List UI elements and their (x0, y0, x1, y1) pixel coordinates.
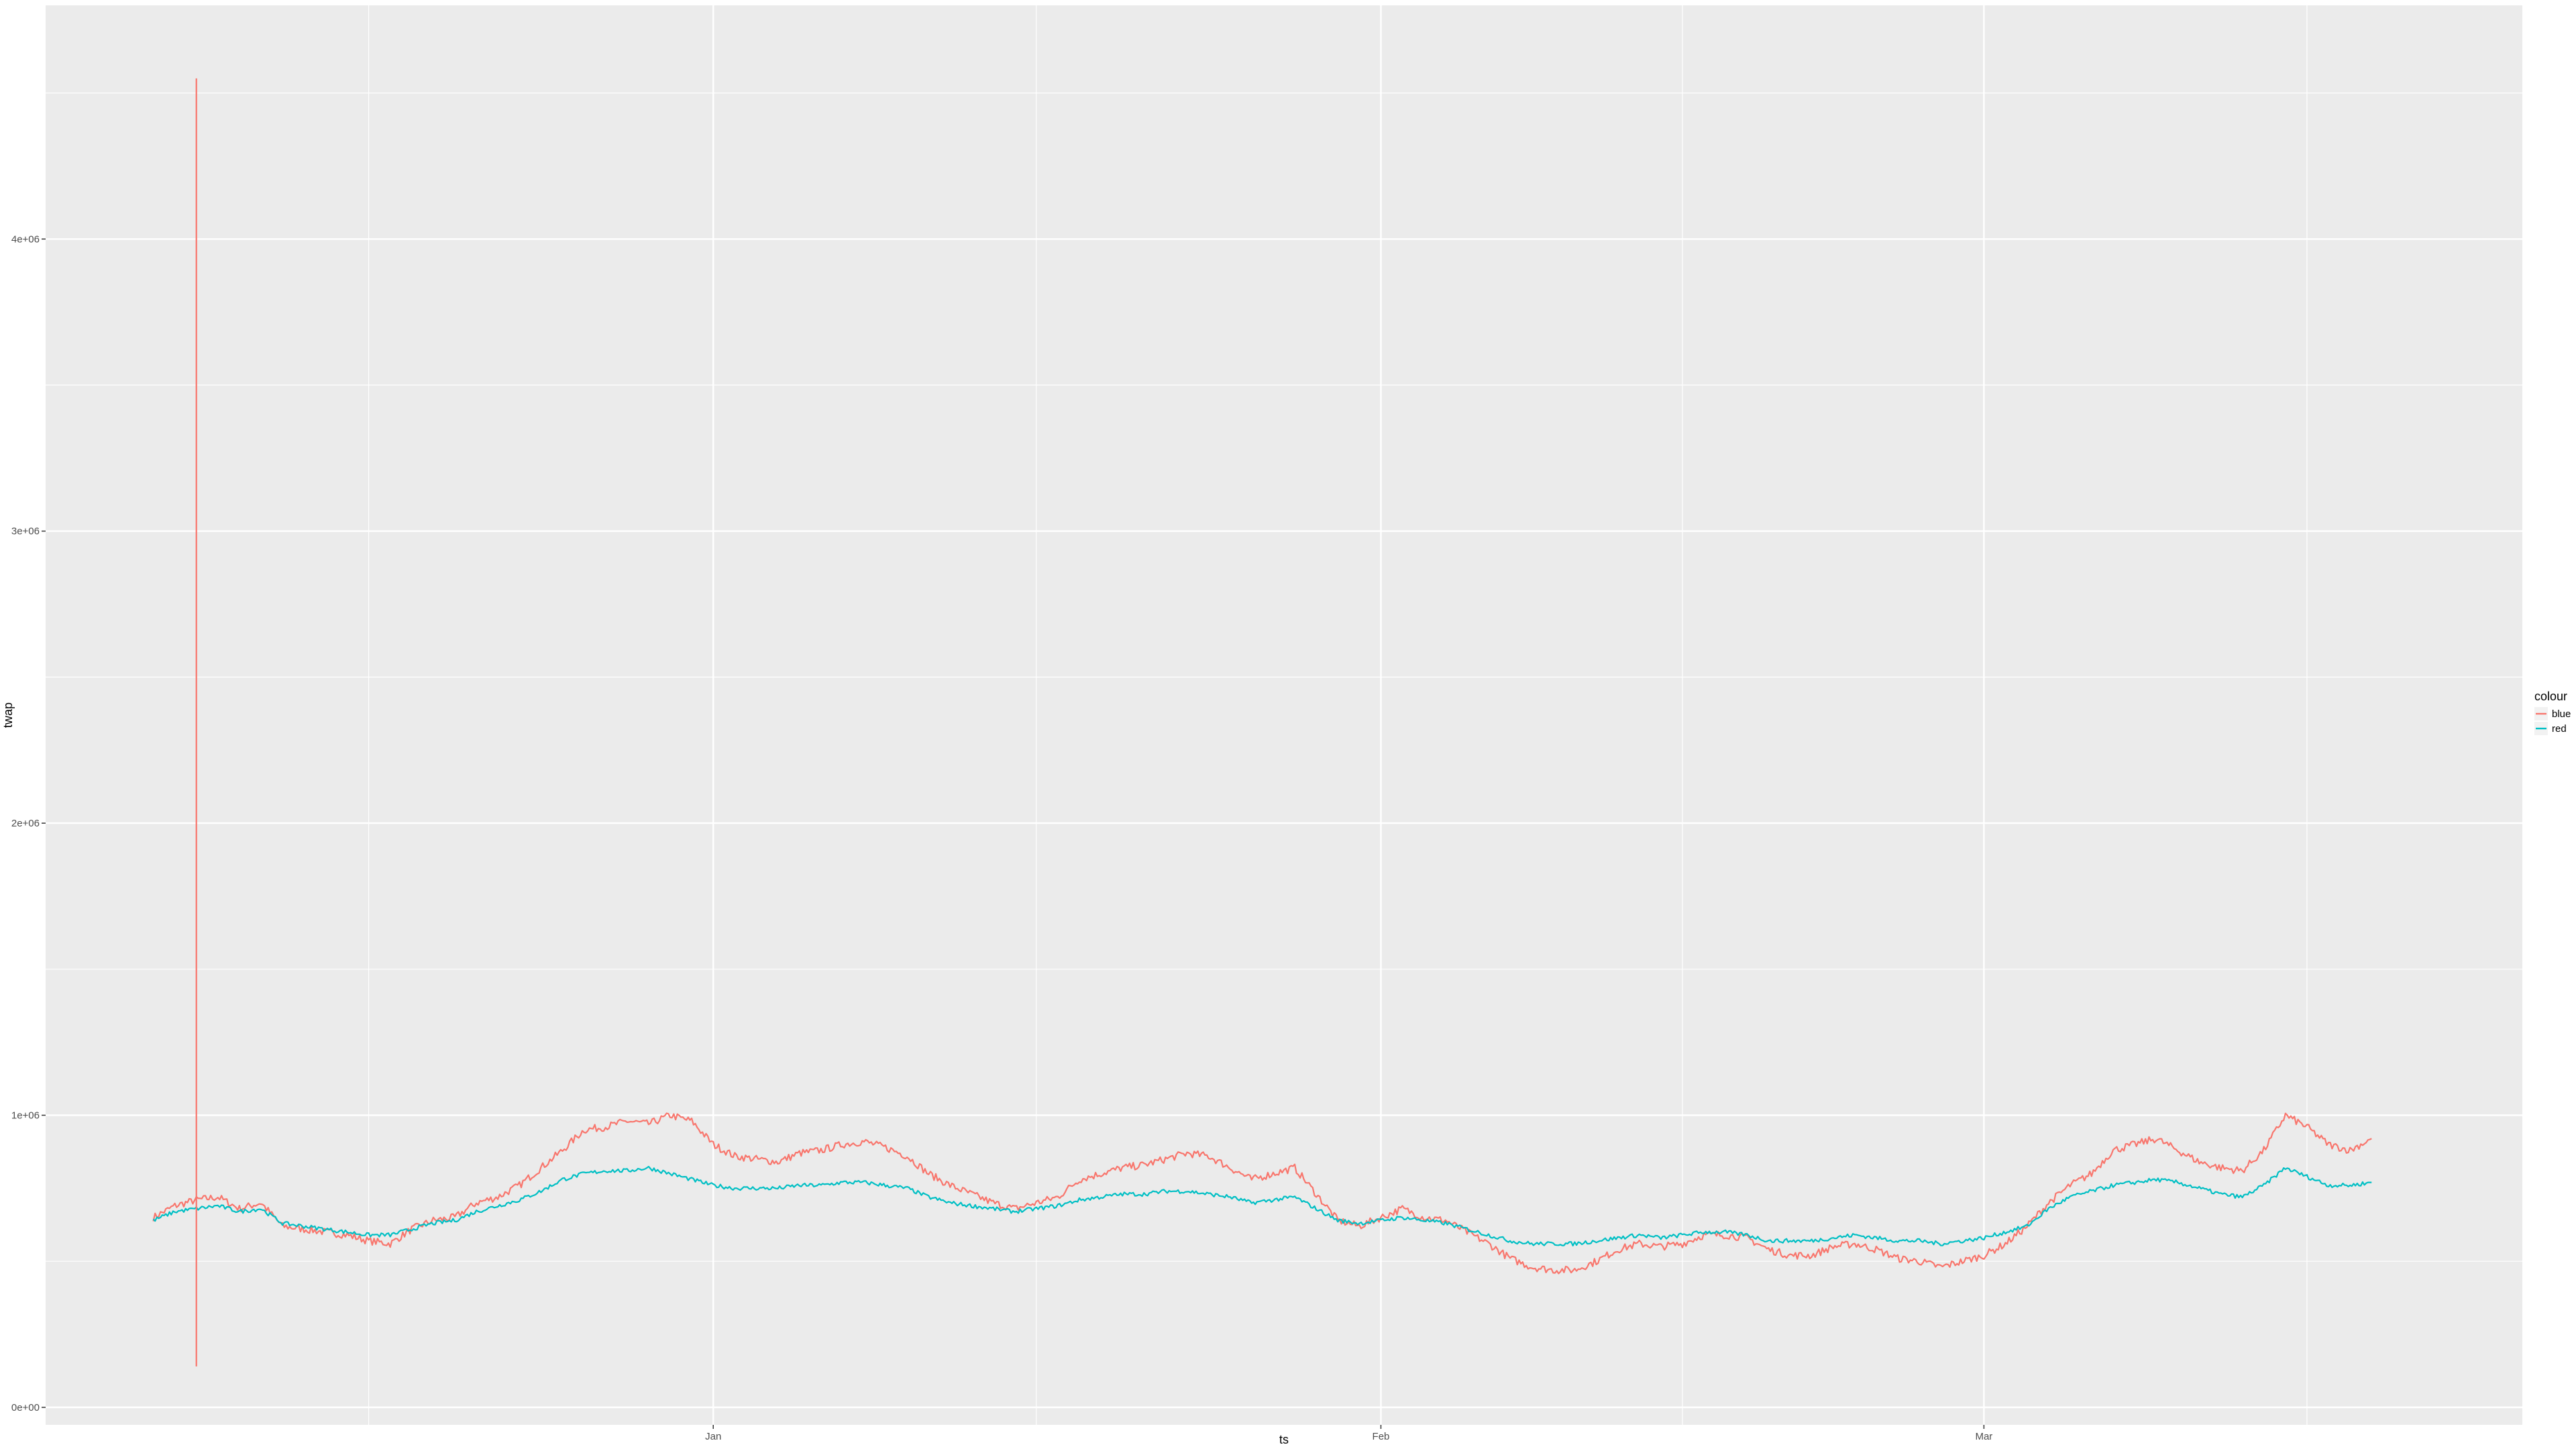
x-tick-label: Jan (705, 1431, 721, 1442)
y-tick-label: 3e+06 (11, 526, 40, 537)
series-layer (152, 78, 2372, 1366)
y-tick-label: 1e+06 (11, 1110, 40, 1121)
y-tick-label: 4e+06 (11, 233, 40, 245)
legend: colour blue red (2534, 690, 2571, 735)
y-axis: 0e+00 1e+06 2e+06 3e+06 4e+06 (11, 233, 46, 1413)
major-gridlines (46, 5, 2522, 1425)
plot-panel (46, 5, 2522, 1425)
x-tick-label: Mar (1975, 1431, 1992, 1442)
legend-title: colour (2534, 690, 2567, 703)
x-tick-label: Feb (1373, 1431, 1390, 1442)
y-tick-label: 0e+00 (11, 1402, 40, 1413)
minor-gridlines (46, 5, 2522, 1425)
series-line-red (152, 1165, 2372, 1246)
x-axis: Jan Feb Mar (705, 1425, 1992, 1442)
y-tick-label: 2e+06 (11, 818, 40, 829)
series-line-blue (152, 1112, 2372, 1275)
y-axis-title: twap (1, 702, 15, 728)
x-axis-title: ts (1279, 1433, 1289, 1446)
legend-label-blue: blue (2552, 708, 2571, 720)
legend-label-red: red (2552, 723, 2567, 735)
